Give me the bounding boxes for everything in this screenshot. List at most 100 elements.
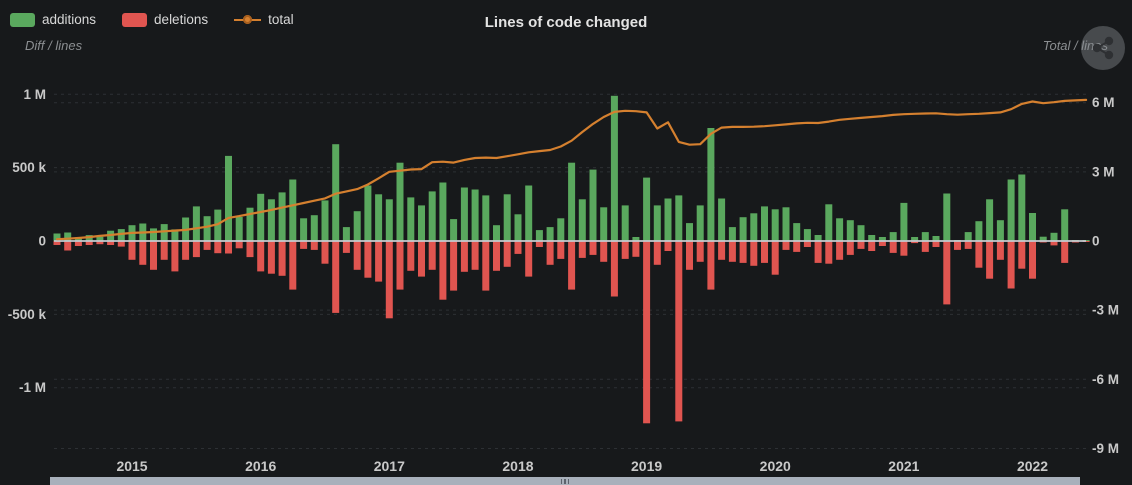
bar-additions xyxy=(192,206,200,241)
bar-additions xyxy=(600,207,608,241)
deletions-swatch xyxy=(122,12,148,27)
bar-additions xyxy=(246,207,254,241)
bar-additions xyxy=(53,233,61,241)
y-tick-label-right: -6 M xyxy=(1092,372,1119,387)
left-axis-name: Diff / lines xyxy=(25,38,83,53)
legend-label-deletions: deletions xyxy=(154,12,209,27)
bar-deletions xyxy=(64,241,72,251)
right-axis-name: Total / lines xyxy=(1042,38,1108,53)
bar-additions xyxy=(943,193,951,241)
bar-additions xyxy=(235,216,243,241)
bar-additions xyxy=(310,215,318,241)
bar-deletions xyxy=(857,241,865,249)
share-button[interactable] xyxy=(1081,26,1125,70)
bar-additions xyxy=(278,192,286,241)
bar-additions xyxy=(546,227,554,241)
bar-deletions xyxy=(192,241,200,258)
bar-deletions xyxy=(375,241,383,282)
bar-additions xyxy=(117,229,125,241)
x-tick-label: 2020 xyxy=(760,458,791,474)
bar-additions xyxy=(771,209,779,241)
bar-deletions xyxy=(771,241,779,275)
bar-additions xyxy=(525,185,533,241)
bar-deletions xyxy=(728,241,736,262)
bar-deletions xyxy=(793,241,801,252)
legend-label-total: total xyxy=(268,12,294,27)
bar-additions xyxy=(503,194,511,241)
bar-deletions xyxy=(1082,241,1090,242)
bar-deletions xyxy=(364,241,372,278)
legend-item-additions[interactable]: additions xyxy=(10,12,96,27)
y-tick-label-right: 6 M xyxy=(1092,95,1115,110)
bar-deletions xyxy=(482,241,490,291)
bar-deletions xyxy=(171,241,179,272)
bar-additions xyxy=(696,205,704,241)
bar-deletions xyxy=(535,241,543,247)
bar-additions xyxy=(160,224,168,241)
bar-additions xyxy=(64,232,72,241)
bar-deletions xyxy=(96,241,104,245)
bar-additions xyxy=(353,211,361,241)
bar-deletions xyxy=(782,241,790,250)
bar-deletions xyxy=(1061,241,1069,263)
bar-additions xyxy=(707,128,715,241)
bar-deletions xyxy=(621,241,629,259)
bar-deletions xyxy=(300,241,308,249)
bar-additions xyxy=(761,206,768,241)
bar-additions xyxy=(471,189,479,241)
bar-additions xyxy=(739,217,747,241)
bar-deletions xyxy=(557,241,565,259)
bar-deletions xyxy=(428,241,436,270)
bar-additions xyxy=(825,204,833,241)
y-tick-label-right: -3 M xyxy=(1092,303,1119,318)
bar-additions xyxy=(1050,232,1058,241)
bar-deletions xyxy=(954,241,961,250)
bar-deletions xyxy=(846,241,854,255)
bar-deletions xyxy=(332,241,340,313)
legend-item-total[interactable]: total xyxy=(234,12,294,27)
bar-additions xyxy=(396,162,404,241)
y-tick-label-right: -9 M xyxy=(1092,441,1119,456)
bar-deletions xyxy=(525,241,533,277)
x-tick-label: 2017 xyxy=(374,458,405,474)
y-tick-label-left: 500 k xyxy=(12,160,46,175)
bar-deletions xyxy=(235,241,243,249)
bar-deletions xyxy=(643,241,651,424)
bar-deletions xyxy=(310,241,318,250)
y-tick-label-left: 0 xyxy=(38,234,46,249)
bar-additions xyxy=(364,185,372,241)
bar-additions xyxy=(578,199,586,241)
scrollbar-track[interactable] xyxy=(50,477,1080,485)
bar-additions xyxy=(267,199,275,241)
bar-additions xyxy=(932,236,940,241)
bar-additions xyxy=(814,235,822,241)
bar-deletions xyxy=(589,241,597,255)
bar-deletions xyxy=(986,241,994,279)
bar-additions xyxy=(1061,209,1069,241)
y-tick-label-right: 3 M xyxy=(1092,164,1115,179)
bar-deletions xyxy=(53,241,61,245)
bar-deletions xyxy=(1029,241,1036,279)
bar-deletions xyxy=(975,241,983,268)
bar-additions xyxy=(975,221,983,241)
bar-additions xyxy=(986,199,994,241)
scrollbar-thumb[interactable] xyxy=(50,477,1080,485)
bar-deletions xyxy=(342,241,350,253)
y-tick-label-left: -1 M xyxy=(19,380,46,395)
bar-deletions xyxy=(396,241,404,290)
legend-item-deletions[interactable]: deletions xyxy=(122,12,208,27)
bar-additions xyxy=(375,194,383,241)
bar-additions xyxy=(675,195,683,241)
bar-deletions xyxy=(568,241,576,290)
bar-additions xyxy=(1018,174,1026,241)
scrollbar-grip-icon[interactable] xyxy=(558,478,572,484)
bar-additions xyxy=(610,95,618,241)
bar-deletions xyxy=(1018,241,1026,269)
bar-deletions xyxy=(1007,241,1015,289)
bar-additions xyxy=(289,179,297,241)
bar-deletions xyxy=(418,241,425,277)
bar-additions xyxy=(450,219,458,241)
bar-additions xyxy=(482,195,490,241)
